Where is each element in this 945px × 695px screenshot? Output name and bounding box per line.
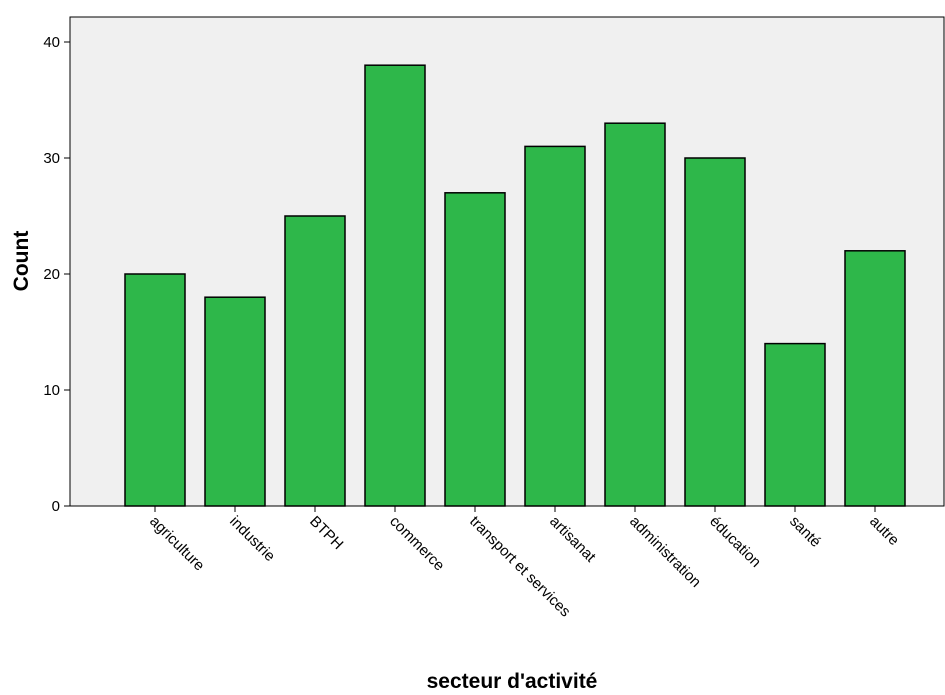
bar--ducation bbox=[684, 157, 746, 507]
x-tick-label: éducation bbox=[706, 513, 764, 571]
y-tick-label: 40 bbox=[43, 34, 60, 51]
y-tick-label: 30 bbox=[43, 150, 60, 167]
x-tick-label: artisanat bbox=[546, 513, 599, 566]
x-tick-label: agriculture bbox=[146, 513, 208, 575]
bar-btph bbox=[284, 215, 346, 507]
y-tick-label: 20 bbox=[43, 266, 60, 283]
y-axis: 0 10 20 30 40 bbox=[43, 34, 70, 515]
bar-series bbox=[124, 64, 906, 507]
x-axis-title: secteur d'activité bbox=[427, 670, 598, 693]
bar-sant- bbox=[764, 342, 826, 507]
y-tick-label: 0 bbox=[52, 498, 60, 515]
x-tick-label: BTPH bbox=[306, 513, 346, 553]
bar-autre bbox=[844, 250, 906, 507]
x-tick-label: administration bbox=[626, 513, 704, 591]
bar-transport-et-services bbox=[444, 192, 506, 507]
bar-administration bbox=[604, 122, 666, 507]
bar-agriculture bbox=[124, 273, 186, 507]
x-tick-label: santé bbox=[786, 513, 824, 551]
x-tick-label: industrie bbox=[226, 513, 278, 565]
x-tick-label: commerce bbox=[386, 513, 448, 575]
y-axis-title: Count bbox=[10, 231, 33, 292]
bar-commerce bbox=[364, 64, 426, 507]
bar-industrie bbox=[204, 296, 266, 507]
x-axis: agriculture industrie BTPH commerce transpor… bbox=[146, 506, 902, 620]
bar-artisanat bbox=[524, 145, 586, 507]
x-tick-label: autre bbox=[866, 513, 902, 549]
y-tick-label: 10 bbox=[43, 382, 60, 399]
